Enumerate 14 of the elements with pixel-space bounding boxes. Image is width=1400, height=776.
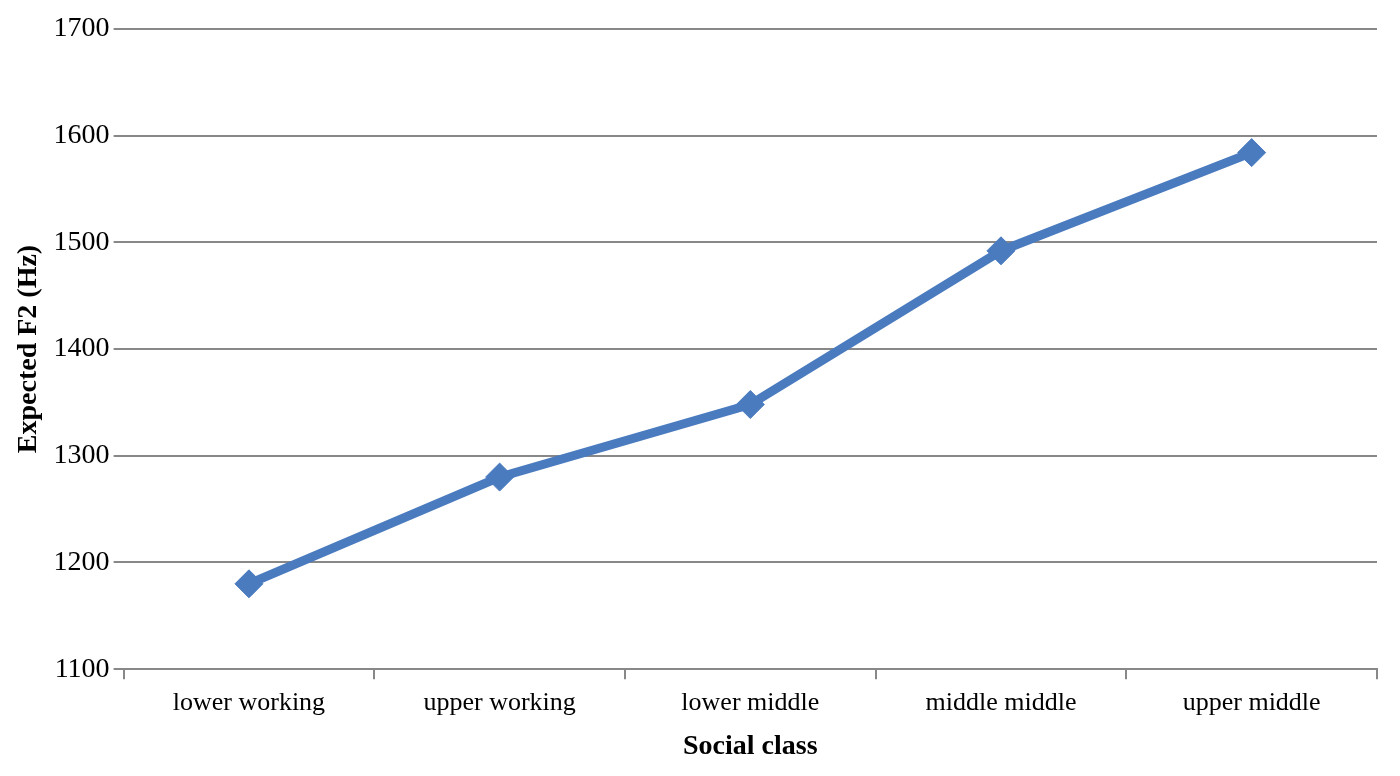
- y-tick-label: 1600: [53, 117, 110, 149]
- y-tick-label: 1200: [53, 544, 110, 576]
- y-axis-title: Expected F2 (Hz): [11, 244, 43, 454]
- y-tick-label: 1400: [53, 331, 110, 363]
- x-tick-label: upper middle: [1182, 686, 1321, 716]
- x-tick-label: upper working: [423, 686, 576, 716]
- y-tick-label: 1300: [53, 438, 110, 470]
- x-tick-label: lower working: [172, 686, 326, 716]
- x-axis-title: Social class: [683, 729, 818, 761]
- y-tick-label: 1700: [53, 11, 110, 43]
- y-tick-label: 1100: [54, 651, 110, 683]
- x-tick-label: lower middle: [681, 686, 820, 716]
- x-tick-label: middle middle: [925, 686, 1077, 716]
- y-tick-label: 1500: [53, 224, 110, 256]
